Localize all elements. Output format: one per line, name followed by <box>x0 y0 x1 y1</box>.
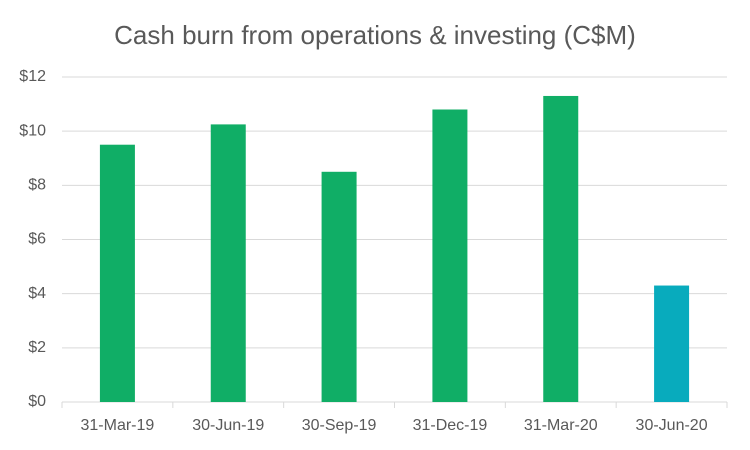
y-tick-label: $10 <box>19 122 46 139</box>
x-tick-label: 31-Mar-19 <box>81 417 155 434</box>
y-tick-label: $0 <box>28 393 46 410</box>
bar <box>99 144 135 403</box>
bar <box>432 109 468 402</box>
y-tick-label: $12 <box>19 68 46 85</box>
x-tick-label: 31-Dec-19 <box>413 417 488 434</box>
x-tick-label: 30-Sep-19 <box>302 417 377 434</box>
x-tick-label: 30-Jun-20 <box>636 417 708 434</box>
y-tick-label: $6 <box>28 231 46 248</box>
y-tick-label: $4 <box>28 285 46 302</box>
bar <box>654 285 690 402</box>
bar <box>210 124 246 402</box>
bar <box>543 95 579 402</box>
bar <box>321 171 357 402</box>
x-tick-label: 31-Mar-20 <box>524 417 598 434</box>
x-tick-label: 30-Jun-19 <box>192 417 264 434</box>
chart-title: Cash burn from operations & investing (C… <box>114 20 636 50</box>
y-tick-label: $8 <box>28 177 46 194</box>
y-tick-label: $2 <box>28 339 46 356</box>
